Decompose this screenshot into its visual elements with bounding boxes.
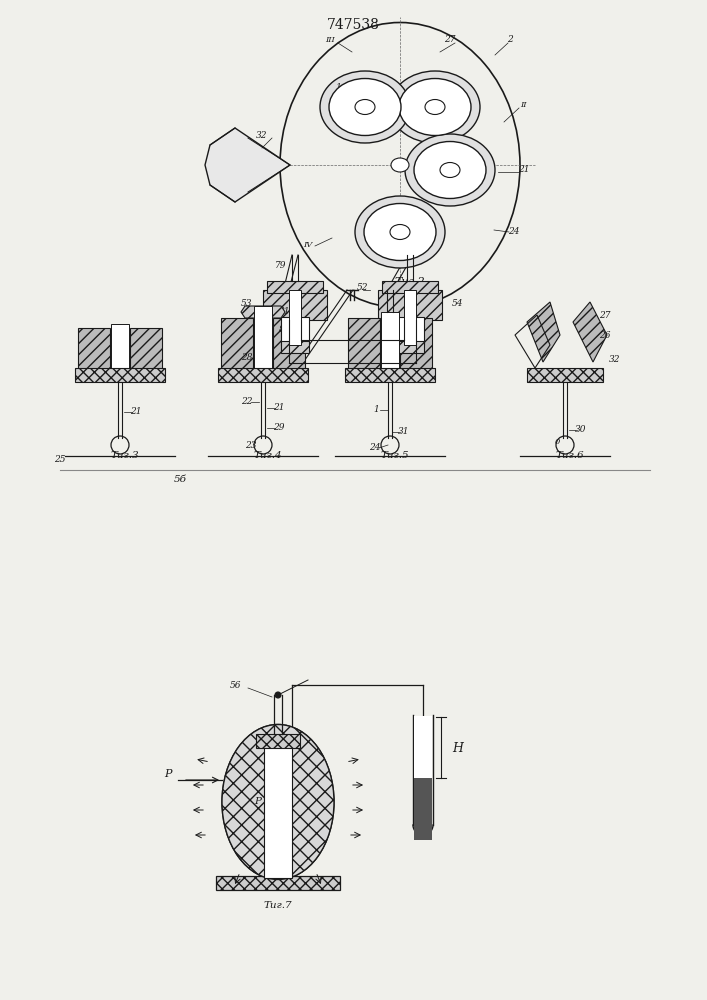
Ellipse shape bbox=[222, 724, 334, 880]
Ellipse shape bbox=[390, 225, 410, 239]
Text: 5б: 5б bbox=[173, 476, 187, 485]
Bar bbox=[256, 734, 300, 748]
Bar bbox=[400, 318, 432, 370]
Text: 26: 26 bbox=[600, 330, 611, 340]
Text: 81: 81 bbox=[279, 308, 291, 316]
Text: 27: 27 bbox=[444, 35, 456, 44]
Bar bbox=[273, 318, 305, 370]
Bar bbox=[218, 368, 308, 382]
Text: 56: 56 bbox=[230, 680, 242, 690]
Text: 25: 25 bbox=[54, 456, 66, 464]
Bar bbox=[378, 290, 442, 320]
Text: 54: 54 bbox=[452, 298, 464, 308]
Ellipse shape bbox=[320, 71, 410, 143]
Text: IV: IV bbox=[303, 241, 312, 249]
Text: 21: 21 bbox=[273, 403, 285, 412]
Text: H: H bbox=[452, 742, 463, 754]
Text: Τиг.4: Τиг.4 bbox=[254, 452, 282, 460]
Ellipse shape bbox=[329, 79, 401, 135]
Text: III: III bbox=[325, 36, 335, 44]
Text: 24: 24 bbox=[369, 444, 381, 452]
Polygon shape bbox=[205, 128, 290, 202]
Text: 79: 79 bbox=[275, 260, 287, 269]
Bar bbox=[267, 281, 323, 293]
Bar bbox=[264, 743, 292, 878]
Bar bbox=[414, 778, 432, 840]
Bar bbox=[404, 290, 416, 345]
Text: 32: 32 bbox=[609, 356, 621, 364]
Bar bbox=[345, 368, 435, 382]
Text: 0: 0 bbox=[554, 438, 560, 446]
Text: P: P bbox=[255, 798, 262, 806]
Text: 21: 21 bbox=[518, 165, 530, 174]
Text: 747538: 747538 bbox=[327, 18, 380, 32]
Ellipse shape bbox=[355, 196, 445, 268]
Circle shape bbox=[275, 692, 281, 698]
Text: 1: 1 bbox=[373, 406, 379, 414]
Text: Τиг.6: Τиг.6 bbox=[556, 452, 584, 460]
Ellipse shape bbox=[399, 79, 471, 135]
Polygon shape bbox=[573, 302, 607, 362]
Ellipse shape bbox=[405, 134, 495, 206]
Text: Τиг.3: Τиг.3 bbox=[111, 452, 139, 460]
Text: 21: 21 bbox=[130, 408, 141, 416]
Text: 59: 59 bbox=[392, 348, 404, 357]
Text: 52: 52 bbox=[357, 284, 369, 292]
Ellipse shape bbox=[390, 71, 480, 143]
Text: 24: 24 bbox=[508, 228, 520, 236]
Text: Τиг.5: Τиг.5 bbox=[380, 452, 409, 460]
Text: H: H bbox=[284, 798, 293, 806]
Ellipse shape bbox=[391, 158, 409, 172]
Polygon shape bbox=[527, 302, 560, 362]
Bar bbox=[281, 341, 309, 353]
Text: 32: 32 bbox=[256, 131, 268, 140]
Ellipse shape bbox=[364, 204, 436, 260]
Text: II: II bbox=[520, 101, 526, 109]
Ellipse shape bbox=[355, 100, 375, 114]
Bar bbox=[348, 318, 380, 370]
Text: 2: 2 bbox=[507, 35, 513, 44]
Bar bbox=[130, 328, 162, 370]
Bar bbox=[254, 306, 272, 380]
Text: P: P bbox=[164, 769, 172, 779]
Text: 22: 22 bbox=[241, 397, 252, 406]
Text: 31: 31 bbox=[398, 428, 410, 436]
Bar bbox=[111, 324, 129, 380]
Ellipse shape bbox=[440, 162, 460, 178]
Polygon shape bbox=[241, 306, 285, 318]
Bar bbox=[289, 290, 301, 345]
Text: 82: 82 bbox=[279, 326, 291, 334]
Bar bbox=[263, 290, 327, 320]
Text: Τиг.2: Τиг.2 bbox=[395, 277, 426, 287]
Text: 53: 53 bbox=[241, 298, 252, 308]
Bar bbox=[216, 876, 340, 890]
Ellipse shape bbox=[414, 141, 486, 198]
Text: 56: 56 bbox=[378, 348, 389, 357]
Text: 57: 57 bbox=[378, 358, 389, 366]
Text: 30: 30 bbox=[575, 426, 587, 434]
Ellipse shape bbox=[222, 724, 334, 880]
Text: 61: 61 bbox=[414, 344, 426, 354]
Ellipse shape bbox=[425, 100, 445, 114]
Bar bbox=[382, 281, 438, 293]
Bar bbox=[414, 716, 432, 778]
Text: 28: 28 bbox=[241, 354, 252, 362]
Bar bbox=[78, 328, 110, 370]
Bar bbox=[381, 312, 399, 380]
Bar bbox=[396, 317, 424, 345]
Text: 1: 1 bbox=[335, 84, 341, 93]
Text: 23: 23 bbox=[245, 440, 257, 450]
Bar bbox=[75, 368, 165, 382]
Text: 78: 78 bbox=[364, 348, 375, 357]
Text: Τиг.7: Τиг.7 bbox=[264, 900, 292, 910]
Bar bbox=[396, 341, 424, 353]
Bar bbox=[527, 368, 603, 382]
Text: 1: 1 bbox=[380, 243, 386, 252]
Text: 27: 27 bbox=[600, 312, 611, 320]
Text: 29: 29 bbox=[273, 424, 285, 432]
Bar bbox=[221, 318, 253, 370]
Bar bbox=[281, 317, 309, 345]
